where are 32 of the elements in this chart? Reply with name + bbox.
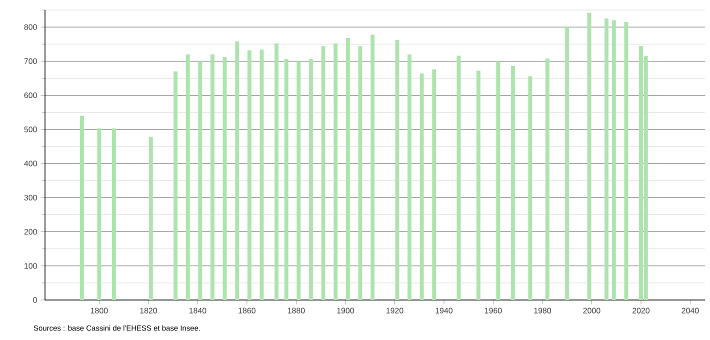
bar — [565, 26, 570, 300]
bar — [624, 22, 628, 300]
bar — [496, 61, 500, 300]
bar — [346, 38, 350, 300]
bar — [395, 40, 400, 300]
bar — [222, 57, 227, 300]
bar — [112, 128, 116, 300]
bar — [370, 34, 375, 300]
bar — [334, 43, 338, 300]
bar — [274, 43, 278, 300]
bar — [284, 59, 288, 300]
bar — [604, 18, 608, 300]
bar — [235, 41, 240, 300]
bar — [210, 54, 214, 300]
bar — [309, 59, 313, 300]
bar — [528, 76, 532, 300]
bar — [247, 50, 252, 300]
bar — [174, 71, 178, 300]
bar — [420, 73, 424, 300]
bar — [510, 66, 515, 300]
bar — [296, 61, 301, 300]
bar — [612, 20, 616, 300]
bar — [186, 54, 190, 300]
bar — [321, 46, 326, 300]
bar — [432, 69, 436, 300]
bar — [408, 54, 412, 300]
bar — [80, 116, 84, 300]
bar — [198, 61, 202, 300]
bar — [476, 70, 480, 300]
bar — [545, 58, 550, 300]
bar — [148, 136, 153, 300]
bar — [97, 128, 102, 300]
